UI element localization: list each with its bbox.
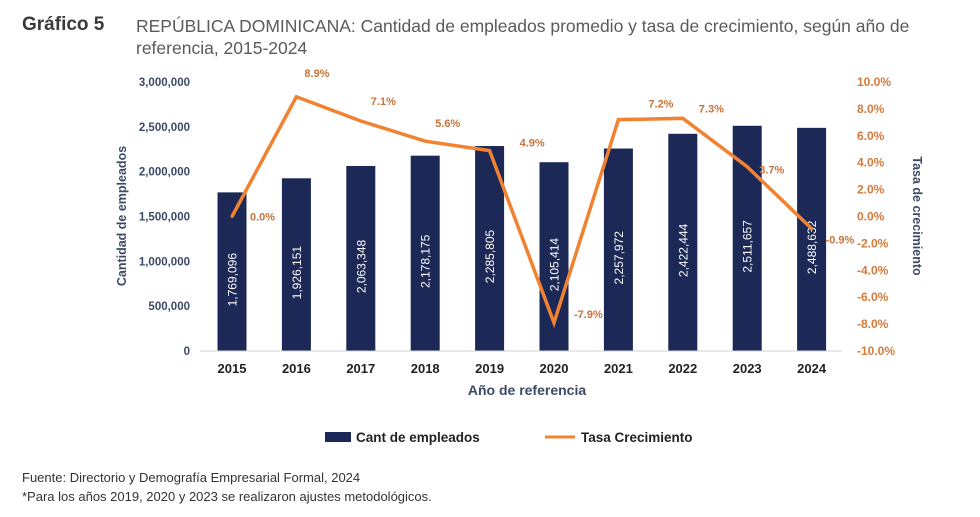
x-tick-2020: 2020: [540, 361, 569, 376]
line-point-2017: [359, 119, 363, 123]
bar-2021: [603, 148, 633, 351]
legend: Cant de empleados Tasa Crecimiento: [325, 430, 693, 445]
bar-2017: [346, 165, 376, 351]
line-point-2016: [294, 95, 298, 99]
bar-label-2020: 2,105,414: [548, 238, 562, 292]
line-label-2023: 3.7%: [759, 165, 784, 177]
bar-2024: [797, 127, 827, 351]
y2-tick: -8.0%: [857, 317, 889, 331]
method-note: *Para los años 2019, 2020 y 2023 se real…: [22, 489, 432, 504]
x-tick-2024: 2024: [797, 361, 827, 376]
line-label-2021: 7.2%: [648, 99, 673, 111]
bar-label-2017: 2,063,348: [354, 239, 368, 293]
chart-title: REPÚBLICA DOMINICANA: Cantidad de emplea…: [136, 16, 910, 58]
y2-tick: 4.0%: [857, 156, 885, 170]
bar-label-2021: 2,257,972: [612, 231, 626, 285]
x-tick-2016: 2016: [282, 361, 311, 376]
legend-label-line: Tasa Crecimiento: [581, 430, 693, 445]
line-label-2022: 7.3%: [699, 103, 724, 115]
growth-line: [230, 94, 813, 329]
x-tick-2022: 2022: [668, 361, 697, 376]
line-label-2024: -0.9%: [826, 235, 855, 247]
line-label-2019: 4.9%: [520, 138, 545, 150]
x-tick-2023: 2023: [733, 361, 762, 376]
line-point-2020: [552, 321, 556, 325]
y2-tick: 8.0%: [857, 102, 885, 116]
line-point-2018: [423, 139, 427, 143]
y-tick: 2,500,000: [139, 122, 190, 134]
bar-label-2019: 2,285,805: [483, 230, 497, 284]
bar-label-2015: 1,769,096: [226, 253, 240, 307]
line-point-2015: [230, 215, 234, 218]
bar-label-2024: 2,488,632: [805, 220, 819, 274]
line-label-2018: 5.6%: [435, 118, 460, 130]
bar-label-2018: 2,178,175: [419, 234, 433, 288]
y-tick: 0: [184, 346, 190, 358]
y2-tick: -6.0%: [857, 290, 889, 304]
y-tick: 1,000,000: [139, 256, 190, 268]
bar-2016: [281, 178, 311, 351]
line-point-2019: [488, 149, 492, 153]
bar-label-2016: 1,926,151: [290, 246, 304, 300]
x-tick-2015: 2015: [218, 361, 247, 376]
legend-label-bar: Cant de empleados: [356, 430, 480, 445]
legend-swatch-bar: [325, 432, 351, 442]
y-tick: 1,500,000: [139, 212, 190, 224]
line-label-2020: -7.9%: [574, 309, 603, 321]
line-point-2021: [616, 118, 620, 122]
line-point-2023: [745, 165, 749, 169]
x-tick-2018: 2018: [411, 361, 440, 376]
y2-tick: -2.0%: [857, 236, 889, 250]
line-label-2016: 8.9%: [304, 68, 329, 80]
y-tick: 2,000,000: [139, 167, 190, 179]
x-axis-label: Año de referencia: [468, 382, 586, 398]
bar-2015: [217, 192, 247, 351]
y2-axis-label: Tasa de crecimiento: [910, 156, 924, 276]
source-note: Fuente: Directorio y Demografía Empresar…: [22, 470, 361, 485]
line-point-2022: [681, 116, 685, 120]
figure-label: Gráfico 5: [22, 14, 105, 35]
line-label-2017: 7.1%: [371, 96, 396, 108]
y2-tick: 2.0%: [857, 183, 885, 197]
y-axis-label: Cantidad de empleados: [115, 146, 129, 286]
bar-2022: [668, 133, 698, 351]
bar-2023: [732, 125, 762, 351]
bar-label-2022: 2,422,444: [676, 223, 690, 277]
y2-tick: -10.0%: [857, 344, 895, 358]
y-tick: 500,000: [148, 301, 190, 313]
line-point-2024: [810, 227, 814, 231]
bar-label-2023: 2,511,657: [741, 220, 755, 273]
y2-tick: 0.0%: [857, 210, 885, 224]
x-tick-2021: 2021: [604, 361, 633, 376]
y2-tick: -4.0%: [857, 263, 889, 277]
y2-tick: 6.0%: [857, 129, 885, 143]
y2-tick: 10.0%: [857, 75, 891, 89]
bar-2018: [410, 155, 440, 351]
x-tick-2017: 2017: [346, 361, 375, 376]
y-tick: 3,000,000: [139, 77, 190, 89]
line-label-2015: 0.0%: [250, 212, 275, 224]
x-tick-2019: 2019: [475, 361, 504, 376]
